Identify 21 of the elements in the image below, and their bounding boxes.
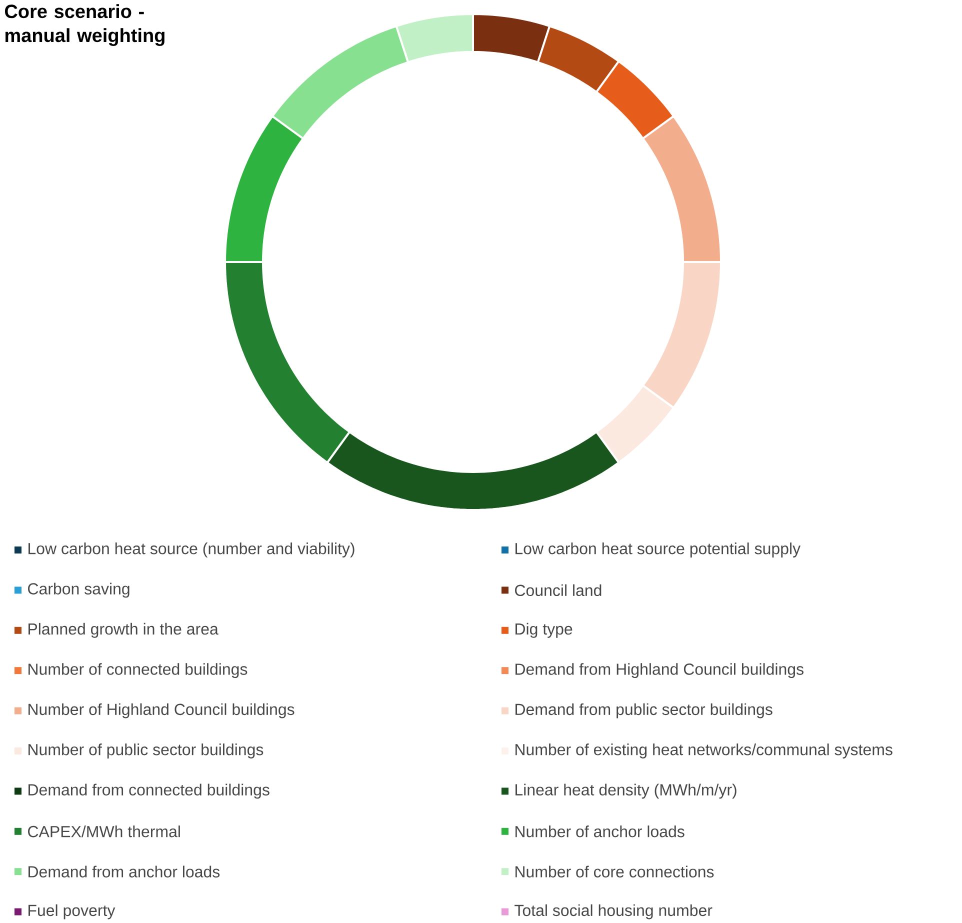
legend-label: Number of anchor loads: [516, 826, 684, 838]
legend-label: Total social housing number: [514, 904, 712, 920]
legend-label: Number of Highland Council buildings: [28, 703, 294, 718]
legend-label: Linear heat density (MWh/m/yr): [516, 784, 736, 799]
legend-label: Demand from Highland Council buildings: [516, 663, 804, 678]
legend-label: Demand from anchor loads: [28, 866, 220, 878]
legend-label: Low carbon heat source potential supply: [516, 542, 801, 558]
legend-label: Number of public sector buildings: [28, 744, 264, 758]
legend-label: Low carbon heat source (number and viability): [28, 542, 354, 558]
legend-label: Fuel poverty: [28, 904, 116, 920]
legend-label: Planned growth in the area: [28, 622, 218, 638]
legend-label: CAPEX/MWh thermal: [28, 826, 180, 838]
chart-title: Core scenario - manual weighting: [4, 4, 164, 46]
legend-label: Demand from public sector buildings: [516, 703, 772, 718]
legend-label: Number of connected buildings: [28, 663, 248, 678]
legend-label: Carbon saving: [28, 582, 130, 598]
legend-label: Council land: [515, 584, 602, 596]
legend-label: Number of core connections: [516, 866, 714, 878]
legend-label: Demand from connected buildings: [28, 784, 270, 799]
legend-label: Dig type: [516, 622, 572, 638]
legend-label: Number of existing heat networks/communal systems: [516, 744, 892, 758]
